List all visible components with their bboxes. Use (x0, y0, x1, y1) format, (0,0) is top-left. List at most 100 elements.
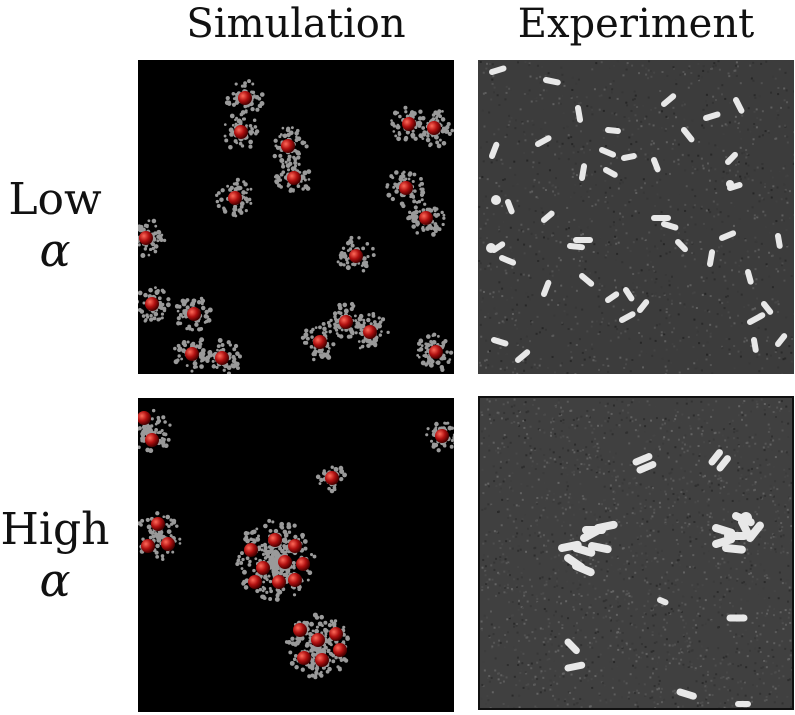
bacterium-rod (579, 273, 595, 287)
simulation-cluster (284, 612, 350, 680)
simulation-cluster (300, 321, 336, 362)
bacterium-rod (499, 255, 517, 266)
bacterium-rod (515, 349, 531, 363)
bacterium-rod (747, 312, 766, 325)
bacterium-rod (541, 210, 555, 223)
particle (329, 627, 343, 641)
bacterium-rod (707, 249, 716, 267)
bacterium-rod (621, 153, 637, 161)
bacterium-rod (712, 524, 736, 537)
particle (151, 517, 165, 531)
bacterium-rod (657, 597, 669, 606)
particle (278, 555, 292, 569)
bacterium-rod (543, 77, 561, 86)
particle (288, 573, 302, 587)
simulation-cluster (354, 312, 390, 350)
bacterium-rod (603, 167, 618, 178)
bacterium-rod (489, 65, 507, 75)
particle (419, 211, 433, 225)
simulation-cluster (315, 465, 347, 494)
particle (333, 643, 347, 657)
particle (429, 345, 443, 359)
simulation-cluster (224, 79, 265, 115)
particle (288, 539, 302, 553)
bacterium-rod (491, 337, 509, 347)
particle (339, 315, 353, 329)
bacterium-rod (746, 521, 764, 542)
bacterium-rod (716, 455, 731, 472)
simulation-cluster (138, 511, 182, 561)
bacterium-rod (579, 163, 588, 181)
bacterium-rod (588, 542, 612, 554)
bacterium-rod (681, 127, 695, 143)
particle (427, 121, 441, 135)
bacterium-rod (675, 239, 688, 253)
simulation-cluster (385, 170, 426, 209)
simulation-cluster (406, 198, 446, 237)
bacterium-rod (575, 105, 584, 123)
column-title-experiment: Experiment (517, 1, 755, 47)
simulation-cluster (215, 177, 253, 218)
bacterium-rod (775, 233, 783, 249)
bacterium-rod (761, 301, 774, 315)
bacterium-rod (751, 337, 759, 353)
simulation-cluster (173, 337, 213, 373)
particle (293, 623, 307, 637)
bacterium-rod (722, 544, 746, 554)
particle (139, 231, 153, 245)
simulation-cluster (326, 301, 366, 339)
bacterium-rod (541, 279, 552, 297)
simulation-cluster (207, 338, 242, 374)
particle (399, 181, 413, 195)
bacterium-rod (567, 243, 585, 251)
simulation-cluster (272, 126, 309, 163)
particle (349, 249, 363, 263)
particle (215, 351, 229, 365)
particle (268, 533, 282, 547)
bacterium-rod (594, 520, 618, 532)
simulation-cluster (174, 296, 213, 332)
bacterium-rod (719, 230, 737, 241)
particle (145, 297, 159, 311)
simulation-cluster (235, 518, 317, 602)
bacterium-rod (632, 453, 653, 466)
particle (185, 347, 199, 361)
simulation-cluster (425, 421, 454, 453)
particle (281, 139, 295, 153)
particle (272, 575, 286, 589)
bacterium-rod (605, 127, 621, 134)
simulation-low-alpha-panel (138, 60, 454, 374)
particle (363, 325, 377, 339)
bacterium-rod (651, 157, 661, 173)
particle (187, 307, 201, 321)
bacterium-rod (661, 93, 677, 107)
particle (256, 561, 270, 575)
bacterium-rod (708, 449, 723, 466)
particle (315, 653, 329, 667)
column-title-simulation: Simulation (186, 1, 406, 47)
particle (325, 471, 339, 485)
bacterium-rod (775, 333, 788, 347)
row-label-low: Low α (0, 174, 110, 277)
experiment-low-alpha-panel (478, 60, 794, 374)
bacterium-rod (599, 147, 617, 158)
particle (248, 575, 262, 589)
bacterium-rod (505, 199, 515, 215)
particle (228, 191, 242, 205)
bacterium-rod (619, 311, 636, 323)
bacterium-rod (564, 661, 586, 672)
bacterium-rod (703, 111, 721, 121)
bacterium-rod (745, 269, 754, 285)
row-label-high: High α (0, 505, 110, 606)
row-label-low-word: Low (8, 174, 102, 225)
particle (138, 411, 151, 425)
simulation-cluster (390, 105, 427, 142)
simulation-cluster (414, 109, 454, 149)
bacterium-rod (558, 540, 582, 552)
particle (311, 633, 325, 647)
simulation-cluster (138, 218, 167, 258)
particle (234, 125, 248, 139)
bacterium-rod (572, 562, 595, 577)
row-label-low-alpha: α (39, 223, 71, 277)
particle (161, 537, 175, 551)
